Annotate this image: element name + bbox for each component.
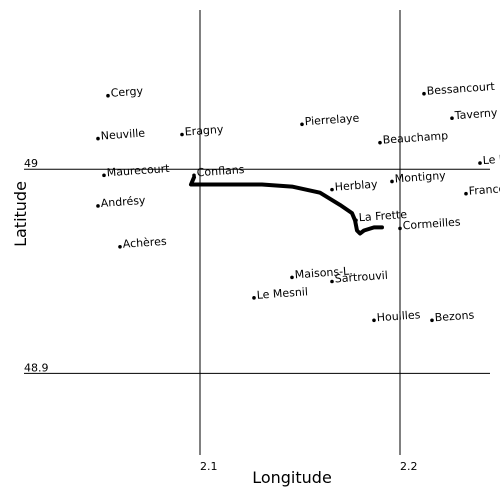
place-dot — [102, 173, 106, 178]
place-dot — [372, 318, 376, 323]
place-marker: Le P — [478, 153, 500, 168]
place-marker: Cergy — [106, 84, 144, 100]
place-label: Andrésy — [100, 194, 146, 210]
place-label: Le Mesnil — [256, 285, 308, 302]
place-dot — [450, 116, 454, 120]
place-label: Cormeilles — [402, 215, 461, 232]
place-marker: La Frette — [354, 208, 408, 224]
tick-labels: 2.1 2.2 49 48.9 — [24, 157, 418, 473]
y-axis-title: Latitude — [11, 181, 30, 247]
place-marker: Houilles — [372, 308, 421, 324]
place-label: Neuville — [100, 127, 145, 143]
place-marker: Cormeilles — [398, 215, 461, 232]
place-marker: Herblay — [330, 178, 378, 194]
place-marker: Taverny — [450, 106, 498, 122]
gridlines — [24, 10, 490, 455]
place-marker: Neuville — [96, 127, 146, 143]
place-label: Maurecourt — [106, 162, 170, 179]
place-label: Eragny — [184, 123, 224, 139]
y-tick-label: 48.9 — [24, 361, 49, 374]
route-track — [189, 175, 384, 236]
place-label: La Frette — [358, 208, 407, 224]
place-dot — [300, 122, 304, 127]
place-label: Bezons — [434, 309, 475, 325]
x-axis-title: Longitude — [252, 468, 332, 487]
x-tick-label: 2.1 — [200, 460, 218, 473]
place-label: Sartrouvil — [334, 269, 388, 286]
place-markers: Cergy Neuville Eragny Pierrelaye Bessancourt… — [96, 80, 500, 324]
place-marker: Bessancourt — [422, 80, 496, 98]
place-dot — [330, 279, 334, 284]
place-dot — [180, 132, 184, 137]
place-dot — [106, 93, 110, 98]
route-line — [189, 175, 384, 236]
place-marker: Bezons — [430, 309, 475, 325]
place-label: Achères — [122, 235, 167, 251]
place-marker: Andrésy — [96, 194, 146, 210]
place-label: Houilles — [376, 308, 421, 324]
place-dot — [478, 161, 482, 165]
place-label: Herblay — [334, 178, 378, 194]
place-marker: Pierrelaye — [300, 112, 360, 129]
place-marker: Beauchamp — [378, 129, 449, 147]
place-label: Conflans — [196, 163, 245, 179]
place-dot — [192, 173, 196, 178]
place-label: Taverny — [453, 106, 498, 122]
place-dot — [290, 275, 294, 280]
place-dot — [96, 136, 100, 141]
place-label: Maisons-L. — [294, 264, 353, 281]
place-dot — [464, 191, 468, 196]
place-label: Beauchamp — [382, 129, 448, 147]
place-dot — [330, 187, 334, 192]
place-marker: Maurecourt — [102, 162, 171, 179]
place-marker: Eragny — [180, 123, 224, 139]
place-dot — [96, 204, 100, 208]
place-dot — [118, 244, 122, 249]
place-dot — [430, 318, 434, 323]
place-dot — [252, 296, 256, 300]
place-dot — [378, 140, 382, 145]
place-marker: Achères — [118, 235, 167, 251]
place-marker: Sartrouvil — [330, 269, 388, 286]
place-dot — [398, 226, 402, 231]
place-label: Franco — [468, 182, 500, 198]
place-label: Cergy — [110, 84, 144, 99]
place-dot — [354, 218, 358, 223]
x-tick-label: 2.2 — [400, 460, 418, 473]
place-label: Pierrelaye — [304, 112, 360, 129]
place-marker: Franco — [464, 182, 500, 198]
place-marker: Montigny — [390, 169, 447, 186]
place-label: Bessancourt — [426, 80, 495, 98]
place-marker: Le Mesnil — [252, 285, 308, 302]
place-marker: Maisons-L. — [290, 264, 353, 281]
place-label: Le P — [482, 153, 500, 168]
place-marker: Conflans — [192, 163, 245, 179]
place-dot — [390, 179, 394, 184]
y-tick-label: 49 — [24, 157, 38, 170]
place-label: Montigny — [394, 169, 446, 186]
place-dot — [422, 91, 426, 96]
